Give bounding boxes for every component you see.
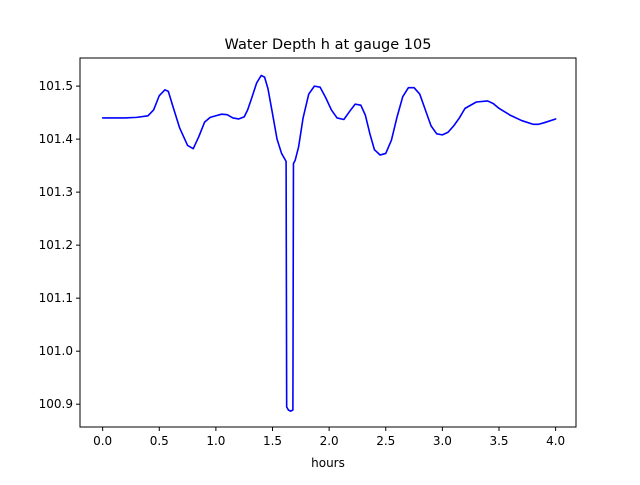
axes: 0.0 0.5 1.0 1.5 2.0 2.5 3.0 3.5 4.0 100.9 101.0 101…	[39, 57, 577, 448]
x-tick-label: 3.5	[489, 434, 508, 448]
x-tick-label: 2.0	[320, 434, 339, 448]
x-tick-label: 2.5	[376, 434, 395, 448]
plot-area	[101, 74, 557, 412]
axes-frame	[79, 57, 577, 428]
x-tick-label: 0.0	[93, 434, 112, 448]
x-tick-label: 1.0	[206, 434, 225, 448]
y-tick-label: 101.2	[39, 238, 73, 252]
x-tick-label: 0.5	[150, 434, 169, 448]
y-tick-label: 100.9	[39, 397, 73, 411]
x-axis-label: hours	[311, 456, 345, 470]
x-tick-label: 4.0	[546, 434, 565, 448]
x-tick-label: 1.5	[263, 434, 282, 448]
chart-title: Water Depth h at gauge 105	[225, 37, 432, 53]
y-tick-label: 101.1	[39, 291, 73, 305]
y-tick-label: 101.5	[39, 79, 73, 93]
y-tick-label: 101.0	[39, 344, 73, 358]
y-tick-label: 101.3	[39, 185, 73, 199]
series-line-0	[101, 74, 557, 412]
y-tick-label: 101.4	[39, 132, 73, 146]
x-tick-label: 3.0	[433, 434, 452, 448]
